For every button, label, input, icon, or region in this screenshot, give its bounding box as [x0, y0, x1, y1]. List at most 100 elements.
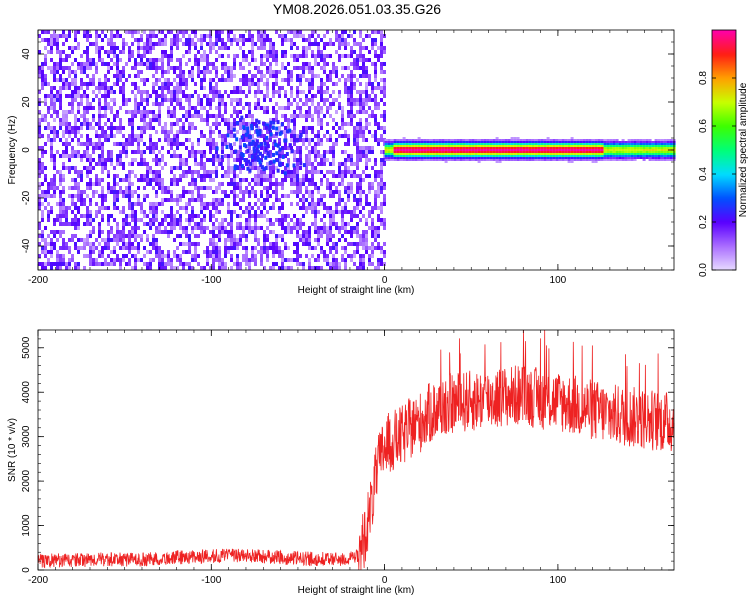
spectrogram-cell — [296, 234, 299, 238]
spectrogram-cell — [206, 158, 209, 162]
spectrogram-cell — [203, 154, 206, 158]
spectrogram-cell — [275, 118, 278, 122]
spectrogram-cell — [218, 162, 221, 166]
spectrogram-cell — [263, 30, 266, 34]
spectrogram-cell — [218, 122, 221, 126]
spectrogram-cell — [465, 147, 469, 149]
spectrogram-cell — [311, 210, 314, 214]
spectrogram-cell — [311, 30, 314, 34]
spectrogram-cell — [206, 174, 209, 178]
spectrogram-cell — [245, 78, 248, 82]
spectrogram-cell — [606, 139, 610, 141]
spectrogram-cell — [212, 198, 215, 202]
spectrogram-cell — [161, 82, 164, 86]
spectrogram-cell — [179, 226, 182, 230]
spectrogram-cell — [140, 62, 143, 66]
spectrogram-cell — [365, 58, 368, 62]
spectrogram-cell — [408, 151, 412, 153]
spectrogram-cell — [128, 214, 131, 218]
spectrogram-cell — [262, 167, 266, 172]
spectrogram-cell — [206, 34, 209, 38]
spectrogram-cell — [212, 190, 215, 194]
spectrogram-cell — [365, 46, 368, 50]
spectrogram-cell — [371, 186, 374, 190]
spectrogram-cell — [246, 166, 250, 171]
spectrogram-cell — [101, 214, 104, 218]
spectrogram-cell — [302, 70, 305, 74]
spectrogram-cell — [329, 74, 332, 78]
spectrogram-cell — [104, 62, 107, 66]
spectrogram-cell — [83, 150, 86, 154]
spectrogram-cell — [314, 226, 317, 230]
spectrogram-cell — [92, 142, 95, 146]
spectrogram-cell — [600, 141, 604, 143]
spectrogram-cell — [480, 155, 484, 157]
spectrogram-cell — [347, 66, 350, 70]
spectrogram-cell — [185, 234, 188, 238]
spectrogram-cell — [597, 141, 601, 143]
spectrogram-cell — [134, 98, 137, 102]
spectrogram-cell — [149, 166, 152, 170]
spectrogram-cell — [47, 214, 50, 218]
spectrogram-cell — [92, 82, 95, 86]
spectrogram-cell — [137, 62, 140, 66]
spectrogram-cell — [456, 143, 460, 145]
spectrogram-cell — [68, 94, 71, 98]
spectrogram-cell — [260, 134, 263, 138]
spectrogram-cell — [365, 238, 368, 242]
spectrogram-cell — [251, 214, 254, 218]
spectrogram-cell — [224, 254, 227, 258]
spectrogram-cell — [567, 157, 571, 159]
spectrogram-cell — [245, 254, 248, 258]
spectrogram-cell — [50, 98, 53, 102]
spectrogram-cell — [507, 143, 511, 145]
spectrogram-cell — [377, 194, 380, 198]
spectrogram-cell — [158, 254, 161, 258]
spectrogram-cell — [384, 143, 388, 145]
spectrogram-cell — [38, 102, 41, 106]
spectrogram-cell — [609, 141, 613, 143]
spectrogram-cell — [459, 145, 463, 147]
spectrogram-cell — [191, 178, 194, 182]
spectrogram-cell — [173, 94, 176, 98]
spectrogram-cell — [224, 174, 227, 178]
spectrogram-cell — [447, 157, 451, 159]
spectrogram-cell — [239, 238, 242, 242]
spectrogram-cell — [347, 190, 350, 194]
spectrogram-cell — [107, 62, 110, 66]
spectrogram-cell — [62, 30, 65, 34]
spectrogram-cell — [350, 118, 353, 122]
spectrogram-cell — [41, 202, 44, 206]
spectrogram-cell — [320, 246, 323, 250]
spectrogram-cell — [380, 162, 383, 166]
spectrogram-cell — [170, 126, 173, 130]
spectrogram-cell — [426, 153, 430, 155]
spectrogram-cell — [462, 159, 466, 161]
spectrogram-cell — [609, 145, 613, 147]
spectrogram-cell — [188, 198, 191, 202]
spectrogram-cell — [540, 159, 544, 161]
spectrogram-cell — [77, 238, 80, 242]
spectrogram-cell — [281, 178, 284, 182]
spectrogram-cell — [92, 218, 95, 222]
spectrogram-cell — [570, 145, 574, 147]
spectrogram-cell — [501, 157, 505, 159]
spectrogram-cell — [450, 149, 454, 151]
spectrogram-cell — [38, 90, 41, 94]
spectrogram-cell — [261, 153, 265, 158]
spectrogram-cell — [405, 141, 409, 143]
spectrogram-cell — [101, 158, 104, 162]
spectrogram-cell — [227, 166, 230, 170]
spectrogram-cell — [380, 114, 383, 118]
spectrogram-cell — [242, 226, 245, 230]
spectrogram-cell — [570, 143, 574, 145]
spectrogram-cell — [359, 94, 362, 98]
spectrogram-cell — [53, 178, 56, 182]
spectrogram-cell — [380, 246, 383, 250]
spectrogram-cell — [474, 141, 478, 143]
spectrogram-cell — [149, 66, 152, 70]
spectrogram-cell — [522, 143, 526, 145]
spectrogram-cell — [257, 86, 260, 90]
spectrogram-cell — [564, 159, 568, 161]
spectrogram-cell — [134, 210, 137, 214]
